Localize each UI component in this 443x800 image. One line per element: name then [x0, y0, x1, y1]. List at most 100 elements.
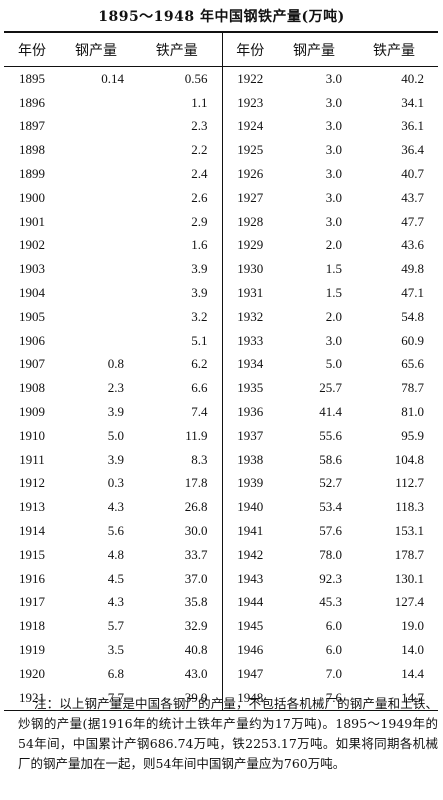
right-iron-cell: 118.3 — [395, 499, 424, 515]
table-row: 1915 4.8 33.7 1942 78.0 178.7 — [4, 542, 438, 567]
left-iron-cell: 1.6 — [191, 237, 208, 253]
right-iron-cell: 112.7 — [395, 475, 424, 491]
left-year-cell: 1919 — [19, 642, 45, 658]
left-year-cell: 1909 — [19, 404, 45, 420]
header-year-right: 年份 — [221, 33, 278, 67]
right-iron-cell: 14.4 — [401, 665, 424, 681]
right-year-cell: 1924 — [221, 114, 278, 139]
right-year-cell: 1932 — [221, 304, 278, 329]
right-steel-cell: 1.5 — [325, 261, 342, 277]
right-year-cell: 1923 — [221, 90, 278, 115]
left-iron-cell: 26.8 — [184, 499, 208, 515]
left-steel-cell — [60, 162, 132, 186]
left-iron-cell: 11.9 — [185, 427, 208, 443]
table-row: 1903 3.9 1930 1.5 49.8 — [4, 257, 438, 282]
right-iron-cell: 130.1 — [394, 570, 424, 586]
table-row: 1921 7.7 39.9 1948 7.6 14.7 — [4, 685, 438, 710]
left-steel-cell: 0.14 — [101, 70, 124, 86]
left-year-cell: 1914 — [19, 523, 45, 539]
right-year-cell: 1938 — [221, 447, 278, 472]
left-iron-cell: 1.1 — [191, 94, 208, 110]
left-iron-cell: 8.3 — [191, 451, 208, 467]
left-iron-cell: 2.2 — [191, 142, 208, 158]
right-iron-cell: 47.1 — [401, 285, 424, 301]
right-year-cell: 1926 — [221, 162, 278, 186]
left-year-cell: 1901 — [19, 213, 45, 229]
table-row: 1904 3.9 1931 1.5 47.1 — [4, 281, 438, 305]
right-steel-cell: 5.0 — [325, 356, 342, 372]
footnote-label: 注： — [34, 696, 60, 711]
left-year-cell: 1910 — [19, 427, 45, 443]
left-year-cell: 1897 — [19, 118, 45, 134]
left-iron-cell: 43.0 — [184, 665, 208, 681]
right-steel-cell: 2.0 — [325, 308, 342, 324]
table-row: 1909 3.9 7.4 1936 41.4 81.0 — [4, 400, 438, 424]
right-year-cell: 1942 — [221, 542, 278, 567]
left-iron-cell: 17.8 — [184, 475, 208, 491]
left-iron-cell: 6.6 — [191, 380, 208, 396]
left-steel-cell: 0.8 — [107, 356, 124, 372]
left-steel-cell: 4.5 — [107, 570, 124, 586]
left-year-cell: 1912 — [19, 475, 45, 491]
right-year-cell: 1933 — [221, 328, 278, 353]
left-year-cell: 1907 — [19, 356, 45, 372]
right-year-cell: 1937 — [221, 423, 278, 448]
left-iron-cell: 33.7 — [184, 546, 208, 562]
header-year-left: 年份 — [4, 33, 60, 67]
left-steel-cell — [60, 186, 132, 210]
right-year-cell: 1922 — [221, 66, 278, 91]
left-steel-cell: 5.0 — [107, 427, 124, 443]
right-year-cell: 1925 — [221, 138, 278, 163]
left-steel-cell — [60, 210, 132, 234]
right-steel-cell: 7.0 — [325, 665, 342, 681]
right-steel-cell: 45.3 — [319, 594, 342, 610]
left-year-cell: 1903 — [19, 261, 45, 277]
table-row: 1911 3.9 8.3 1938 58.6 104.8 — [4, 447, 438, 472]
right-iron-cell: 60.9 — [401, 332, 424, 348]
right-iron-cell: 14.0 — [401, 642, 424, 658]
right-steel-cell: 6.0 — [325, 618, 342, 634]
right-year-cell: 1944 — [221, 590, 278, 615]
left-year-cell: 1899 — [19, 166, 45, 182]
table-row: 1896 1.1 1923 3.0 34.1 — [4, 90, 438, 115]
right-year-cell: 1931 — [221, 281, 278, 305]
table-row: 1907 0.8 6.2 1934 5.0 65.6 — [4, 352, 438, 377]
footnote: 注：以上钢产量是中国各钢厂的产量，不包括各机械厂的钢产量和土铁、炒钢的产量(据1… — [18, 694, 438, 774]
right-steel-cell: 3.0 — [325, 213, 342, 229]
left-year-cell: 1906 — [19, 332, 45, 348]
right-iron-cell: 14.7 — [401, 689, 424, 705]
right-year-cell: 1940 — [221, 495, 278, 520]
table-row: 1919 3.5 40.8 1946 6.0 14.0 — [4, 638, 438, 662]
right-year-cell: 1934 — [221, 352, 278, 377]
right-iron-cell: 127.4 — [394, 594, 424, 610]
left-iron-cell: 2.3 — [191, 118, 208, 134]
left-iron-cell: 0.56 — [184, 70, 208, 86]
right-iron-cell: 104.8 — [394, 451, 424, 467]
right-year-cell: 1939 — [221, 471, 278, 496]
right-iron-cell: 34.1 — [401, 94, 424, 110]
right-steel-cell: 3.0 — [325, 166, 342, 182]
right-year-cell: 1948 — [221, 685, 278, 710]
right-steel-cell: 55.6 — [319, 427, 342, 443]
left-year-cell: 1913 — [19, 499, 45, 515]
right-steel-cell: 7.6 — [325, 689, 342, 705]
table-row: 1897 2.3 1924 3.0 36.1 — [4, 114, 438, 139]
left-year-cell: 1895 — [19, 70, 45, 86]
header-row: 年份 钢产量 铁产量 年份 钢产量 铁产量 — [4, 33, 438, 67]
left-steel-cell: 3.9 — [107, 451, 124, 467]
left-year-cell: 1918 — [19, 618, 45, 634]
table-row: 1912 0.3 17.8 1939 52.7 112.7 — [4, 471, 438, 496]
right-iron-cell: 81.0 — [401, 404, 424, 420]
table-row: 1906 5.1 1933 3.0 60.9 — [4, 328, 438, 353]
left-iron-cell: 2.6 — [191, 189, 208, 205]
left-steel-cell: 4.3 — [107, 499, 124, 515]
left-iron-cell: 6.2 — [191, 356, 208, 372]
right-year-cell: 1941 — [221, 519, 278, 543]
right-steel-cell: 2.0 — [325, 237, 342, 253]
left-year-cell: 1905 — [19, 308, 45, 324]
right-iron-cell: 36.1 — [401, 118, 424, 134]
right-iron-cell: 65.6 — [401, 356, 424, 372]
left-steel-cell — [60, 138, 132, 162]
table-row: 1916 4.5 37.0 1943 92.3 130.1 — [4, 566, 438, 591]
left-year-cell: 1900 — [19, 189, 45, 205]
